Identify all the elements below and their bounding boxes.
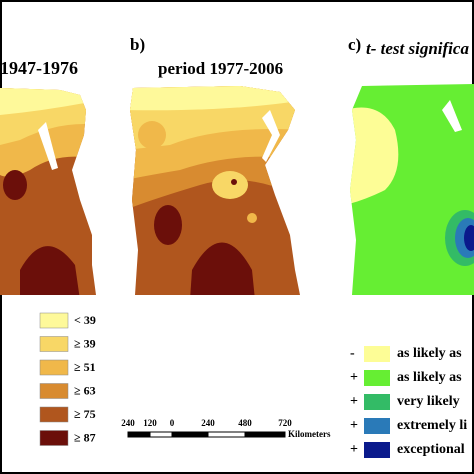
legend-label: exceptional [397, 442, 465, 457]
legend-label: as likely as [397, 346, 462, 361]
legend-label: < 39 [74, 313, 96, 327]
legend-swatch [364, 418, 390, 434]
scale-label: 240 [201, 418, 215, 428]
legend-swatch [39, 383, 69, 399]
legend-label: extremely li [397, 418, 467, 433]
legend-sign: + [350, 418, 358, 433]
legend-label: ≥ 63 [74, 383, 96, 397]
scale-label: 720 [278, 418, 292, 428]
legend-swatch [39, 312, 69, 329]
gulf [442, 100, 462, 132]
legend-swatch [39, 430, 69, 446]
panel-label: b) [130, 35, 145, 54]
legend-sign: + [350, 370, 358, 385]
scale-bar [127, 431, 286, 438]
legend-sign: + [350, 442, 358, 457]
legend-swatch [39, 406, 69, 423]
legend-label: as likely as [397, 370, 462, 385]
panel-title: period 1977-2006 [158, 59, 283, 78]
legend-swatch [39, 336, 69, 352]
legend-swatch [39, 359, 69, 376]
legend-sign: - [350, 346, 355, 361]
scale-label: 0 [170, 418, 175, 428]
panel-title: 1947-1976 [0, 58, 78, 78]
map-middle [130, 86, 300, 295]
legend-label: very likely [397, 394, 460, 409]
legend-swatch [364, 394, 390, 410]
legend-swatch [364, 442, 390, 458]
scale-unit: Kilometers [288, 429, 331, 439]
scale-label: 480 [238, 418, 252, 428]
scale-label: 120 [143, 418, 157, 428]
legend-sign: + [350, 394, 358, 409]
gulf [38, 122, 58, 170]
legend-label: ≥ 51 [74, 360, 96, 374]
panel-title: t- test significa [366, 39, 469, 58]
legend-swatch [364, 370, 390, 386]
scale-label: 240 [121, 418, 135, 428]
legend-label: ≥ 87 [74, 430, 96, 444]
legend-swatch [364, 346, 390, 362]
gulf [262, 110, 280, 162]
map-left [0, 88, 96, 295]
legend-label: ≥ 75 [74, 407, 96, 421]
panel-label: c) [348, 35, 361, 54]
legend-label: ≥ 39 [74, 336, 96, 350]
